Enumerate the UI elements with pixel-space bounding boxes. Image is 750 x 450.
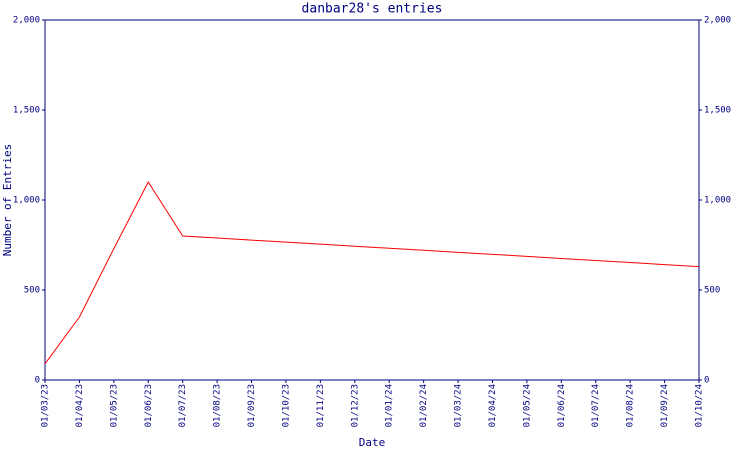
x-tick-label: 01/08/23 (213, 384, 223, 427)
x-tick-label: 01/03/24 (454, 384, 464, 427)
y-tick-label: 1,000 (13, 196, 40, 206)
x-tick-label: 01/09/23 (247, 384, 257, 427)
x-tick-label: 01/09/24 (660, 384, 670, 427)
x-tick-label: 01/06/23 (144, 384, 154, 427)
y-tick-label: 0 (35, 376, 40, 386)
y2-tick-label: 1,500 (704, 106, 731, 116)
x-axis-label: Date (359, 436, 386, 449)
x-tick-label: 01/12/23 (350, 384, 360, 427)
y2-tick-label: 0 (704, 376, 709, 386)
y-tick-label: 1,500 (13, 106, 40, 116)
x-tick-label: 01/02/24 (419, 384, 429, 427)
x-tick-label: 01/10/24 (695, 384, 705, 427)
x-tick-label: 01/05/23 (109, 384, 119, 427)
x-tick-label: 01/04/24 (488, 384, 498, 427)
plot-frame (44, 19, 700, 381)
y2-tick-label: 2,000 (704, 16, 731, 26)
x-tick-label: 01/11/23 (316, 384, 326, 427)
x-tick-label: 01/08/24 (626, 384, 636, 427)
x-tick-label: 01/07/24 (591, 384, 601, 427)
x-tick-label: 01/07/23 (178, 384, 188, 427)
data-line (44, 180, 700, 365)
x-tick-label: 01/05/24 (522, 384, 532, 427)
x-tick-label: 01/10/23 (281, 384, 291, 427)
x-tick-label: 01/04/23 (75, 384, 85, 427)
y2-tick-label: 500 (704, 286, 720, 296)
x-tick-label: 01/01/24 (385, 384, 395, 427)
chart-title: danbar28's entries (302, 2, 443, 17)
y-tick-label: 2,000 (13, 16, 40, 26)
x-tick-label: 01/03/23 (41, 384, 51, 427)
y-axis-label: Number of Entries (1, 144, 14, 257)
y2-tick-label: 1,000 (704, 196, 731, 206)
y-tick-label: 500 (24, 286, 40, 296)
x-tick-label: 01/06/24 (557, 384, 567, 427)
